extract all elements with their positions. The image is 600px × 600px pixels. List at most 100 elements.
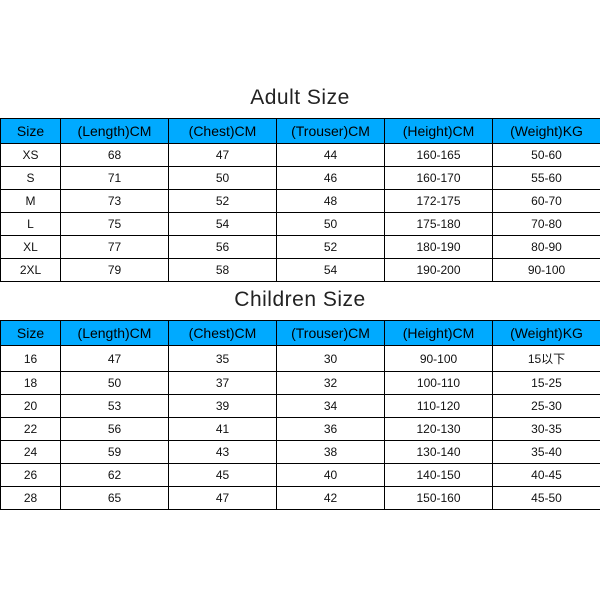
adult-row: XL775652180-19080-90	[1, 236, 600, 259]
adult-cell: 160-170	[385, 167, 493, 190]
adult-cell: 55-60	[493, 167, 600, 190]
adult-cell: 175-180	[385, 213, 493, 236]
adult-cell: 79	[61, 259, 169, 282]
children-cell: 59	[61, 441, 169, 464]
adult-cell: 160-165	[385, 144, 493, 167]
children-col-1: (Length)CM	[61, 321, 169, 346]
adult-col-2: (Chest)CM	[169, 119, 277, 144]
children-cell: 41	[169, 418, 277, 441]
adult-cell: 71	[61, 167, 169, 190]
children-cell: 24	[1, 441, 61, 464]
children-row: 20533934110-12025-30	[1, 395, 600, 418]
adult-row: XS684744160-16550-60	[1, 144, 600, 167]
children-col-5: (Weight)KG	[493, 321, 600, 346]
adult-cell: 2XL	[1, 259, 61, 282]
children-row: 1647353090-10015以下	[1, 346, 600, 372]
adult-cell: 56	[169, 236, 277, 259]
adult-cell: 68	[61, 144, 169, 167]
children-cell: 16	[1, 346, 61, 372]
adult-row: M735248172-17560-70	[1, 190, 600, 213]
children-cell: 30-35	[493, 418, 600, 441]
children-cell: 15以下	[493, 346, 600, 372]
adult-title: Adult Size	[0, 86, 600, 110]
children-cell: 38	[277, 441, 385, 464]
adult-cell: L	[1, 213, 61, 236]
children-cell: 62	[61, 464, 169, 487]
children-cell: 36	[277, 418, 385, 441]
adult-cell: 48	[277, 190, 385, 213]
children-row: 18503732100-11015-25	[1, 372, 600, 395]
children-size-table: Size(Length)CM(Chest)CM(Trouser)CM(Heigh…	[0, 320, 600, 510]
children-header-row: Size(Length)CM(Chest)CM(Trouser)CM(Heigh…	[1, 321, 600, 346]
adult-cell: 47	[169, 144, 277, 167]
children-cell: 35-40	[493, 441, 600, 464]
children-cell: 35	[169, 346, 277, 372]
adult-row: 2XL795854190-20090-100	[1, 259, 600, 282]
children-cell: 130-140	[385, 441, 493, 464]
adult-row: S715046160-17055-60	[1, 167, 600, 190]
children-row: 28654742150-16045-50	[1, 487, 600, 510]
adult-size-table: Size(Length)CM(Chest)CM(Trouser)CM(Heigh…	[0, 118, 600, 282]
adult-cell: 50	[277, 213, 385, 236]
children-cell: 47	[61, 346, 169, 372]
children-cell: 65	[61, 487, 169, 510]
children-cell: 42	[277, 487, 385, 510]
children-cell: 40-45	[493, 464, 600, 487]
adult-cell: 52	[169, 190, 277, 213]
adult-col-5: (Weight)KG	[493, 119, 600, 144]
children-cell: 15-25	[493, 372, 600, 395]
adult-cell: 58	[169, 259, 277, 282]
children-cell: 45	[169, 464, 277, 487]
adult-cell: 80-90	[493, 236, 600, 259]
children-cell: 90-100	[385, 346, 493, 372]
children-col-0: Size	[1, 321, 61, 346]
adult-cell: 190-200	[385, 259, 493, 282]
adult-cell: 77	[61, 236, 169, 259]
children-cell: 28	[1, 487, 61, 510]
adult-cell: XS	[1, 144, 61, 167]
children-cell: 32	[277, 372, 385, 395]
adult-cell: 73	[61, 190, 169, 213]
adult-cell: S	[1, 167, 61, 190]
children-title: Children Size	[0, 288, 600, 312]
children-row: 24594338130-14035-40	[1, 441, 600, 464]
children-cell: 56	[61, 418, 169, 441]
children-cell: 39	[169, 395, 277, 418]
children-cell: 120-130	[385, 418, 493, 441]
adult-cell: 50-60	[493, 144, 600, 167]
adult-header-row: Size(Length)CM(Chest)CM(Trouser)CM(Heigh…	[1, 119, 600, 144]
adult-cell: 54	[277, 259, 385, 282]
adult-cell: 172-175	[385, 190, 493, 213]
size-chart-page: Adult Size Size(Length)CM(Chest)CM(Trous…	[0, 0, 600, 600]
children-col-4: (Height)CM	[385, 321, 493, 346]
adult-cell: 180-190	[385, 236, 493, 259]
children-cell: 18	[1, 372, 61, 395]
children-cell: 25-30	[493, 395, 600, 418]
children-cell: 34	[277, 395, 385, 418]
children-cell: 20	[1, 395, 61, 418]
children-cell: 37	[169, 372, 277, 395]
children-row: 26624540140-15040-45	[1, 464, 600, 487]
children-cell: 53	[61, 395, 169, 418]
children-col-2: (Chest)CM	[169, 321, 277, 346]
adult-cell: 46	[277, 167, 385, 190]
adult-col-4: (Height)CM	[385, 119, 493, 144]
adult-cell: 90-100	[493, 259, 600, 282]
adult-cell: 52	[277, 236, 385, 259]
adult-row: L755450175-18070-80	[1, 213, 600, 236]
children-col-3: (Trouser)CM	[277, 321, 385, 346]
adult-cell: 70-80	[493, 213, 600, 236]
children-cell: 22	[1, 418, 61, 441]
children-cell: 140-150	[385, 464, 493, 487]
adult-cell: 44	[277, 144, 385, 167]
children-cell: 30	[277, 346, 385, 372]
adult-cell: M	[1, 190, 61, 213]
adult-cell: 75	[61, 213, 169, 236]
adult-col-1: (Length)CM	[61, 119, 169, 144]
adult-cell: 50	[169, 167, 277, 190]
children-cell: 110-120	[385, 395, 493, 418]
children-cell: 47	[169, 487, 277, 510]
children-cell: 43	[169, 441, 277, 464]
children-cell: 45-50	[493, 487, 600, 510]
adult-col-3: (Trouser)CM	[277, 119, 385, 144]
